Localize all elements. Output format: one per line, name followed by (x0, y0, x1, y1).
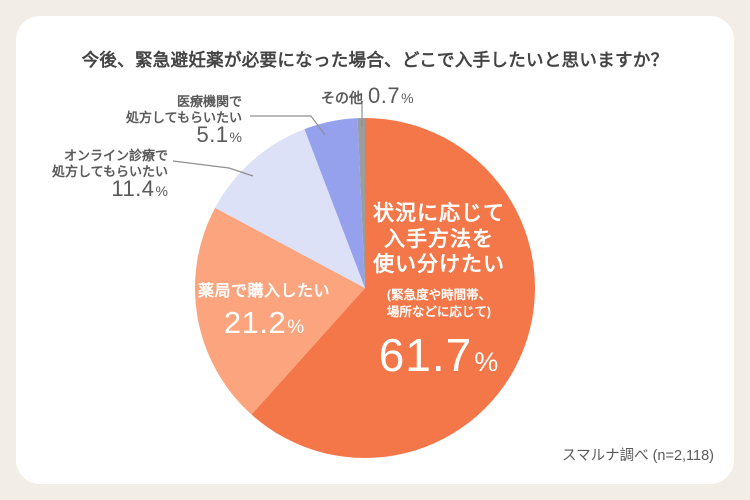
label-main-slice: 状況に応じて 入手方法を 使い分けたい (緊急度や時間帯、 場所などに応じて) … (328, 201, 550, 382)
label-other: その他 0.7% (321, 83, 414, 108)
label-online-consultation: オンライン診療で 処方してもらいたい 11.4% (52, 148, 168, 200)
pie-slice-0 (251, 118, 535, 458)
label-medical-line1: 医療機関で (176, 94, 242, 109)
label-pharmacy-percent: 21.2% (223, 305, 305, 340)
label-pharmacy-line1: 薬局で購入したい (197, 283, 330, 300)
label-main-line1: 状況に応じて (373, 202, 505, 225)
pie-slice-1 (195, 207, 365, 415)
pie-slice-4 (357, 118, 365, 288)
source-note: スマルナ調べ (n=2,118) (562, 448, 714, 464)
chart-title: 今後、緊急避妊薬が必要になった場合、どこで入手したいと思いますか？ (81, 50, 669, 70)
label-medical-institution: 医療機関で 処方してもらいたい 5.1% (126, 94, 242, 146)
label-medical-line2: 処方してもらいたい (126, 109, 242, 125)
label-main-percent: 61.7% (378, 328, 500, 381)
label-main-line2: 入手方法を (384, 227, 494, 251)
label-main-line3: 使い分けたい (373, 253, 505, 276)
label-online-line1: オンライン診療で (63, 148, 168, 163)
label-main-note: (緊急度や時間帯、 場所などに応じて) (386, 287, 492, 319)
label-other-name: その他 (321, 90, 363, 106)
label-online-percent: 11.4% (111, 176, 168, 201)
label-medical-percent: 5.1% (196, 122, 242, 147)
label-pharmacy-slice: 薬局で購入したい 21.2% (174, 277, 354, 341)
pie-slice-3 (304, 118, 365, 288)
label-other-percent: 0.7% (368, 83, 414, 108)
pie-chart (195, 118, 535, 458)
label-online-line2: 処方してもらいたい (52, 163, 168, 179)
